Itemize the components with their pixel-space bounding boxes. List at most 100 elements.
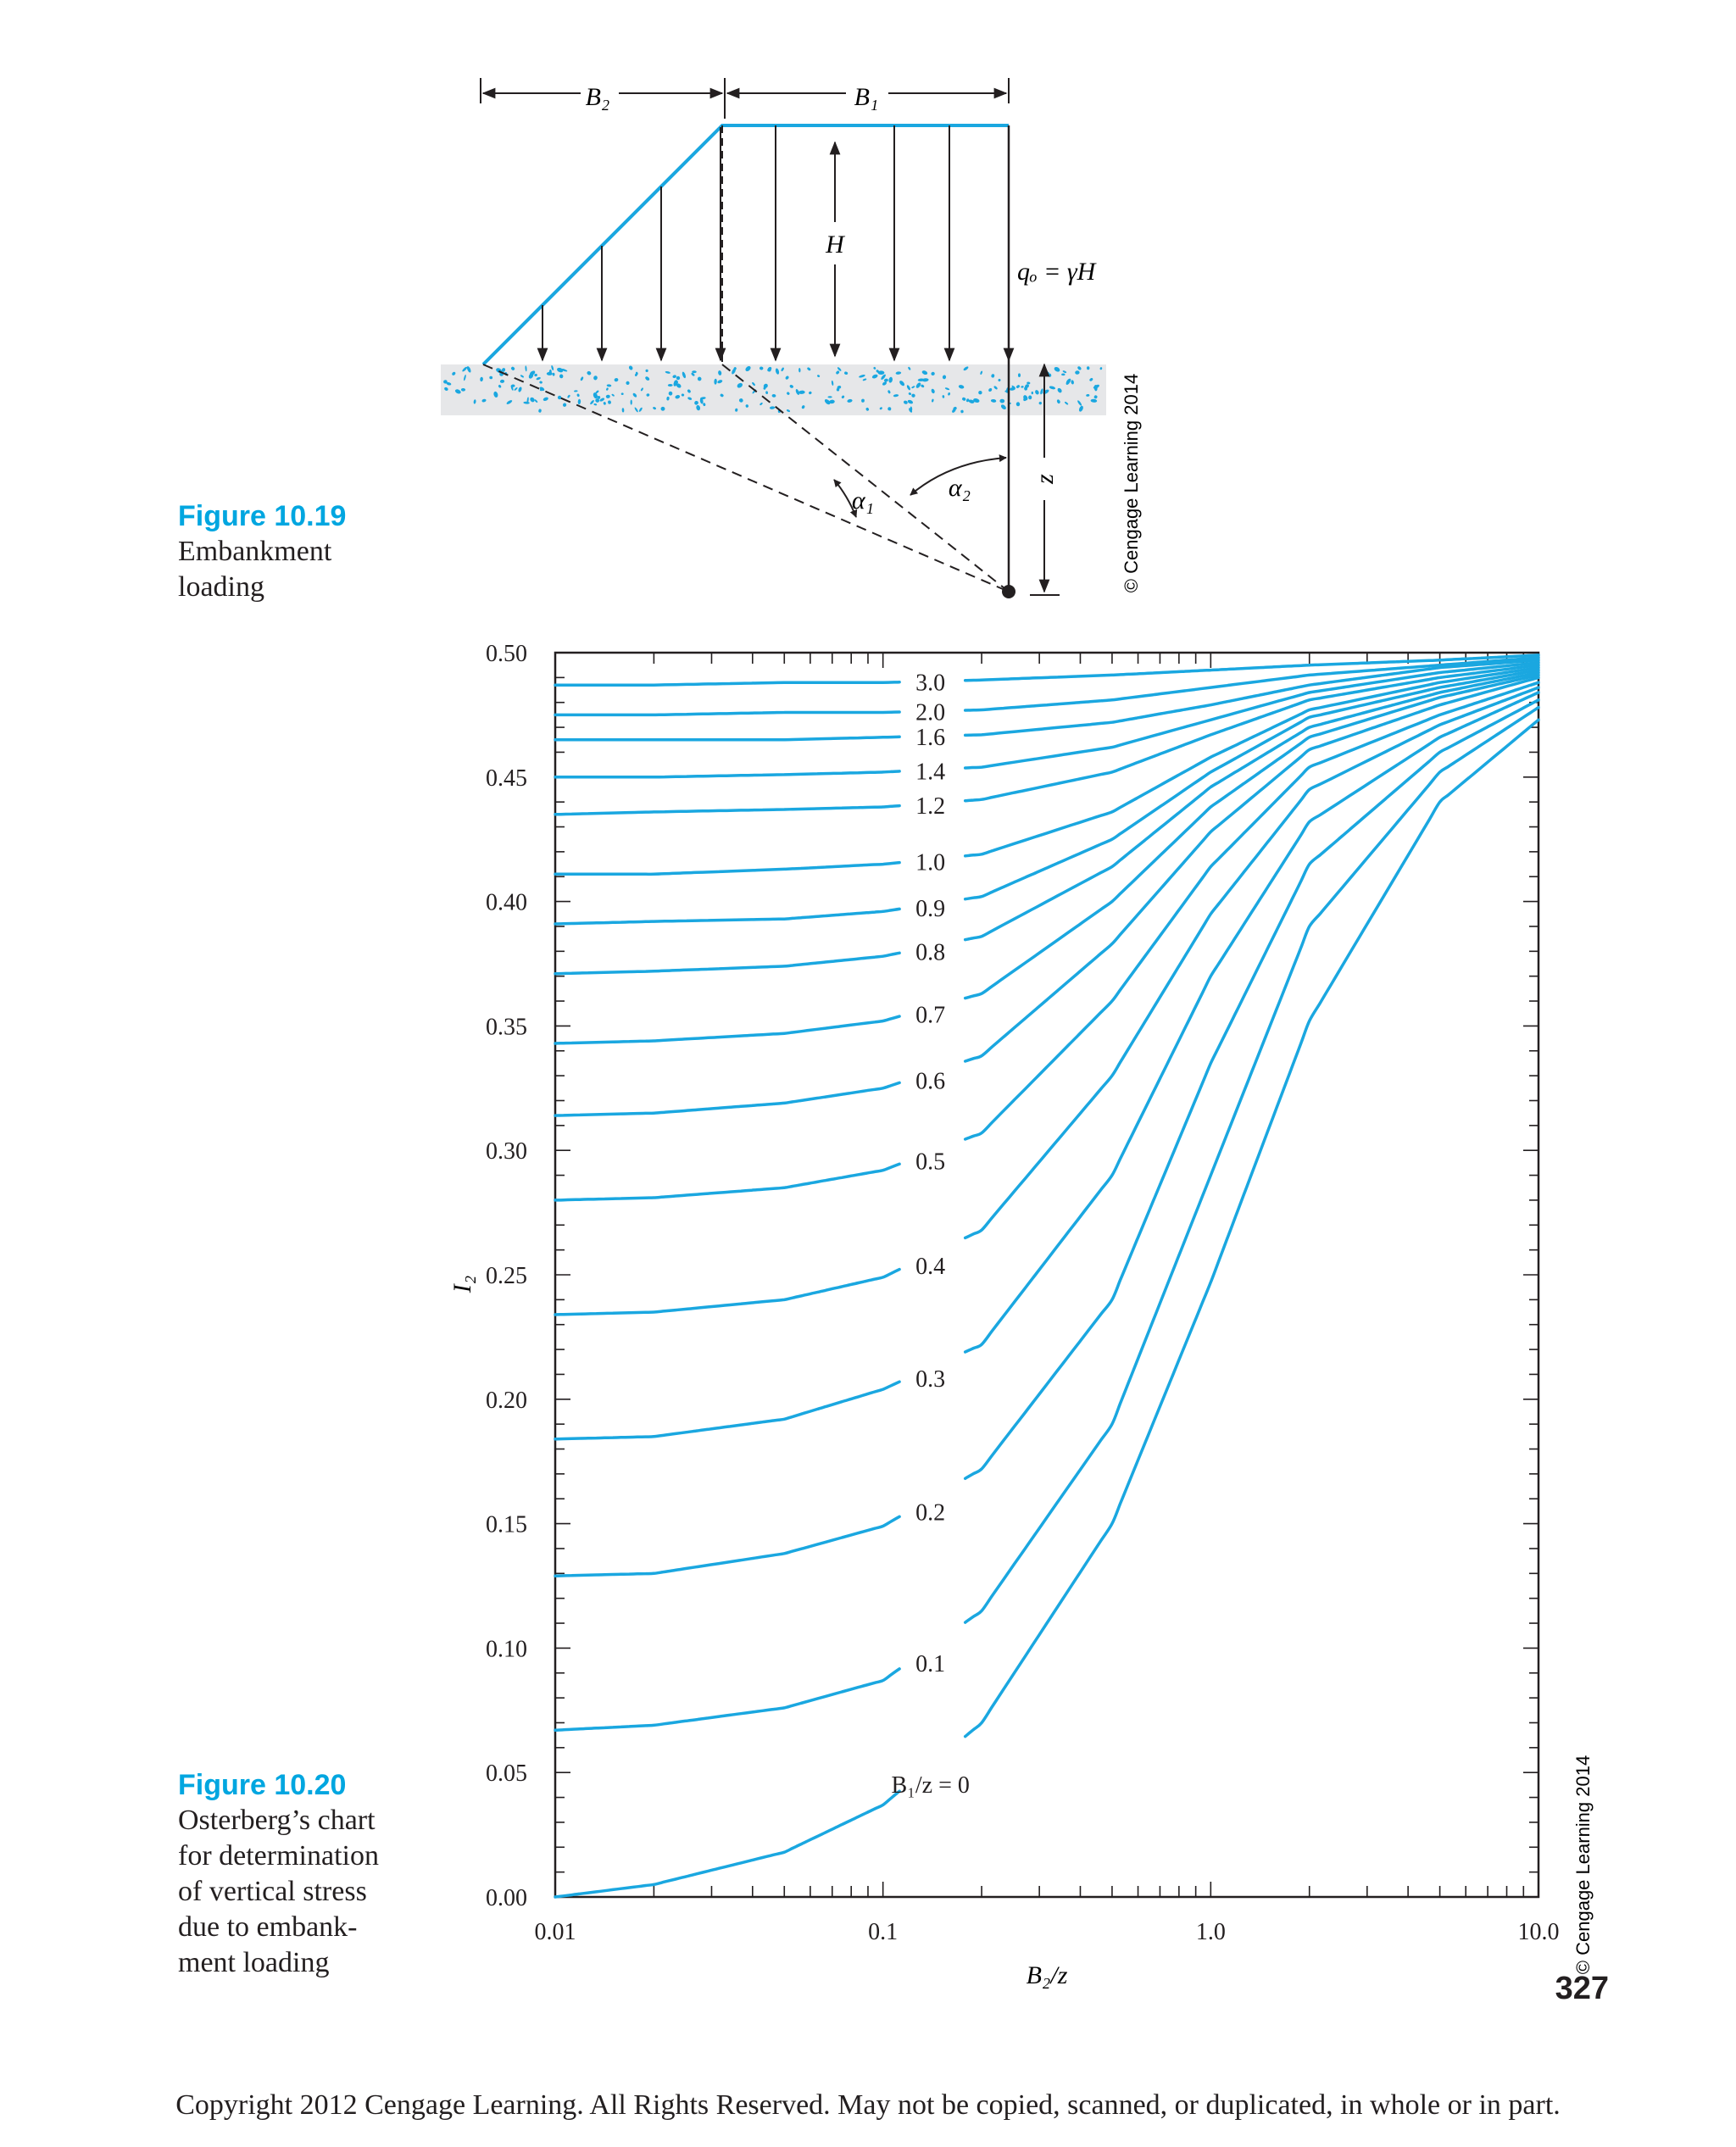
curve-2.0: [963, 656, 1540, 712]
soil-grain: [499, 379, 505, 383]
soil-grain: [921, 384, 925, 388]
soil-grain: [511, 366, 515, 370]
y-tick-label: 0.35: [486, 1014, 527, 1040]
soil-grain: [559, 374, 564, 379]
soil-grain: [1056, 399, 1060, 404]
soil-grain: [703, 403, 706, 407]
soil-grain: [1077, 366, 1082, 370]
soil-grain: [452, 371, 456, 375]
soil-grain: [593, 403, 598, 406]
soil-grain: [697, 376, 702, 381]
soil-grain: [921, 370, 928, 375]
soil-grain: [765, 391, 769, 394]
minor-ticks: [554, 653, 1539, 1897]
x-tick-label: 1.0: [1196, 1919, 1226, 1945]
soil-grain: [687, 389, 691, 393]
soil-grain: [760, 402, 763, 406]
soil-grain: [696, 404, 701, 411]
soil-grain: [687, 397, 693, 400]
soil-grain: [903, 400, 908, 404]
curve-3.0: [554, 680, 901, 687]
soil-grain: [787, 392, 790, 395]
y-tick-labels: 0.00 0.05 0.10 0.15 0.20 0.25 0.30 0.35 0.40 0.45…: [486, 641, 527, 1911]
soil-grain: [1086, 366, 1090, 370]
figure-10-19-number: Figure 10.19: [178, 500, 347, 532]
soil-grain: [443, 380, 448, 384]
soil-grain: [587, 370, 592, 375]
h-label-bg: [821, 227, 849, 261]
soil-grain: [682, 371, 687, 379]
soil-grain: [883, 378, 888, 382]
soil-grain: [879, 407, 882, 410]
soil-grain: [829, 399, 835, 404]
soil-grain: [506, 400, 513, 404]
soil-grain: [1000, 404, 1006, 410]
soil-grain: [630, 399, 632, 405]
soil-grain: [1093, 395, 1098, 399]
x-tick-label: 0.01: [535, 1919, 576, 1945]
soil-grain: [640, 387, 643, 392]
soil-grain: [536, 376, 541, 381]
soil-grain: [577, 398, 581, 405]
soil-grain: [968, 399, 975, 403]
soil-grain: [597, 396, 601, 399]
soil-grain: [562, 403, 567, 407]
curve-1.0: [963, 665, 1540, 858]
soil-grain: [534, 373, 537, 377]
soil-grain: [881, 374, 886, 380]
soil-grain: [1077, 400, 1082, 406]
figure-10-19-text: Embankment loading: [178, 536, 332, 603]
y-axis-label: I₂: [448, 1276, 476, 1293]
soil-grain: [514, 387, 518, 391]
soil-grain: [767, 366, 772, 372]
soil-grain: [973, 398, 980, 403]
y-tick-label: 0.15: [486, 1512, 527, 1538]
embankment-diagram: B₂ B₁ H qₒ = γH α₁ α₂ z © Cengage Learn: [441, 78, 1142, 598]
soil-grain: [1075, 370, 1080, 375]
soil-grain: [621, 408, 625, 413]
y-tick-label: 0.05: [486, 1760, 527, 1787]
curve-0.4: [963, 686, 1540, 1240]
soil-grain: [446, 381, 452, 386]
soil-grain: [895, 371, 902, 375]
curve-label: 3.0: [915, 670, 945, 696]
soil-grain: [498, 385, 502, 388]
soil-grain: [1031, 391, 1034, 395]
soil-grain: [908, 392, 912, 396]
soil-grain: [962, 397, 966, 401]
soil-grain: [733, 367, 737, 370]
curve-1.2: [554, 804, 901, 816]
soil-grain: [666, 396, 670, 401]
soil-grain: [760, 366, 764, 370]
soil-grain: [561, 369, 568, 372]
soil-grain: [831, 380, 834, 386]
soil-grain: [489, 375, 493, 380]
soil-grain: [963, 366, 969, 371]
copyright-notice: Copyright 2012 Cengage Learning. All Rig…: [175, 2089, 1561, 2121]
curve-1.4: [963, 660, 1540, 770]
soil-grain: [999, 398, 1005, 403]
soil-grain: [1099, 367, 1103, 370]
curve-3.0: [963, 654, 1540, 682]
curve-0.6: [554, 1081, 901, 1117]
soil-grain: [882, 381, 887, 386]
curve-label: 1.4: [915, 759, 945, 785]
curve-label: 0.7: [915, 1002, 945, 1028]
curve-1.6: [963, 659, 1540, 737]
curve-label: 0.6: [915, 1068, 945, 1094]
soil-grain: [1090, 398, 1098, 403]
soil-grain: [1057, 387, 1062, 393]
x-tick-label: 0.1: [868, 1919, 898, 1945]
soil-grain: [877, 370, 885, 375]
soil-grain: [836, 370, 840, 375]
curve-0.7: [554, 1015, 901, 1045]
curve-0: [963, 718, 1540, 1738]
soil-grain: [948, 392, 951, 396]
soil-grain: [887, 390, 891, 394]
soil-grain: [844, 371, 849, 375]
soil-grain: [510, 385, 514, 391]
soil-grain: [525, 365, 527, 372]
soil-grain: [841, 395, 845, 398]
soil-grain: [893, 394, 899, 398]
soil-grain: [911, 393, 915, 398]
